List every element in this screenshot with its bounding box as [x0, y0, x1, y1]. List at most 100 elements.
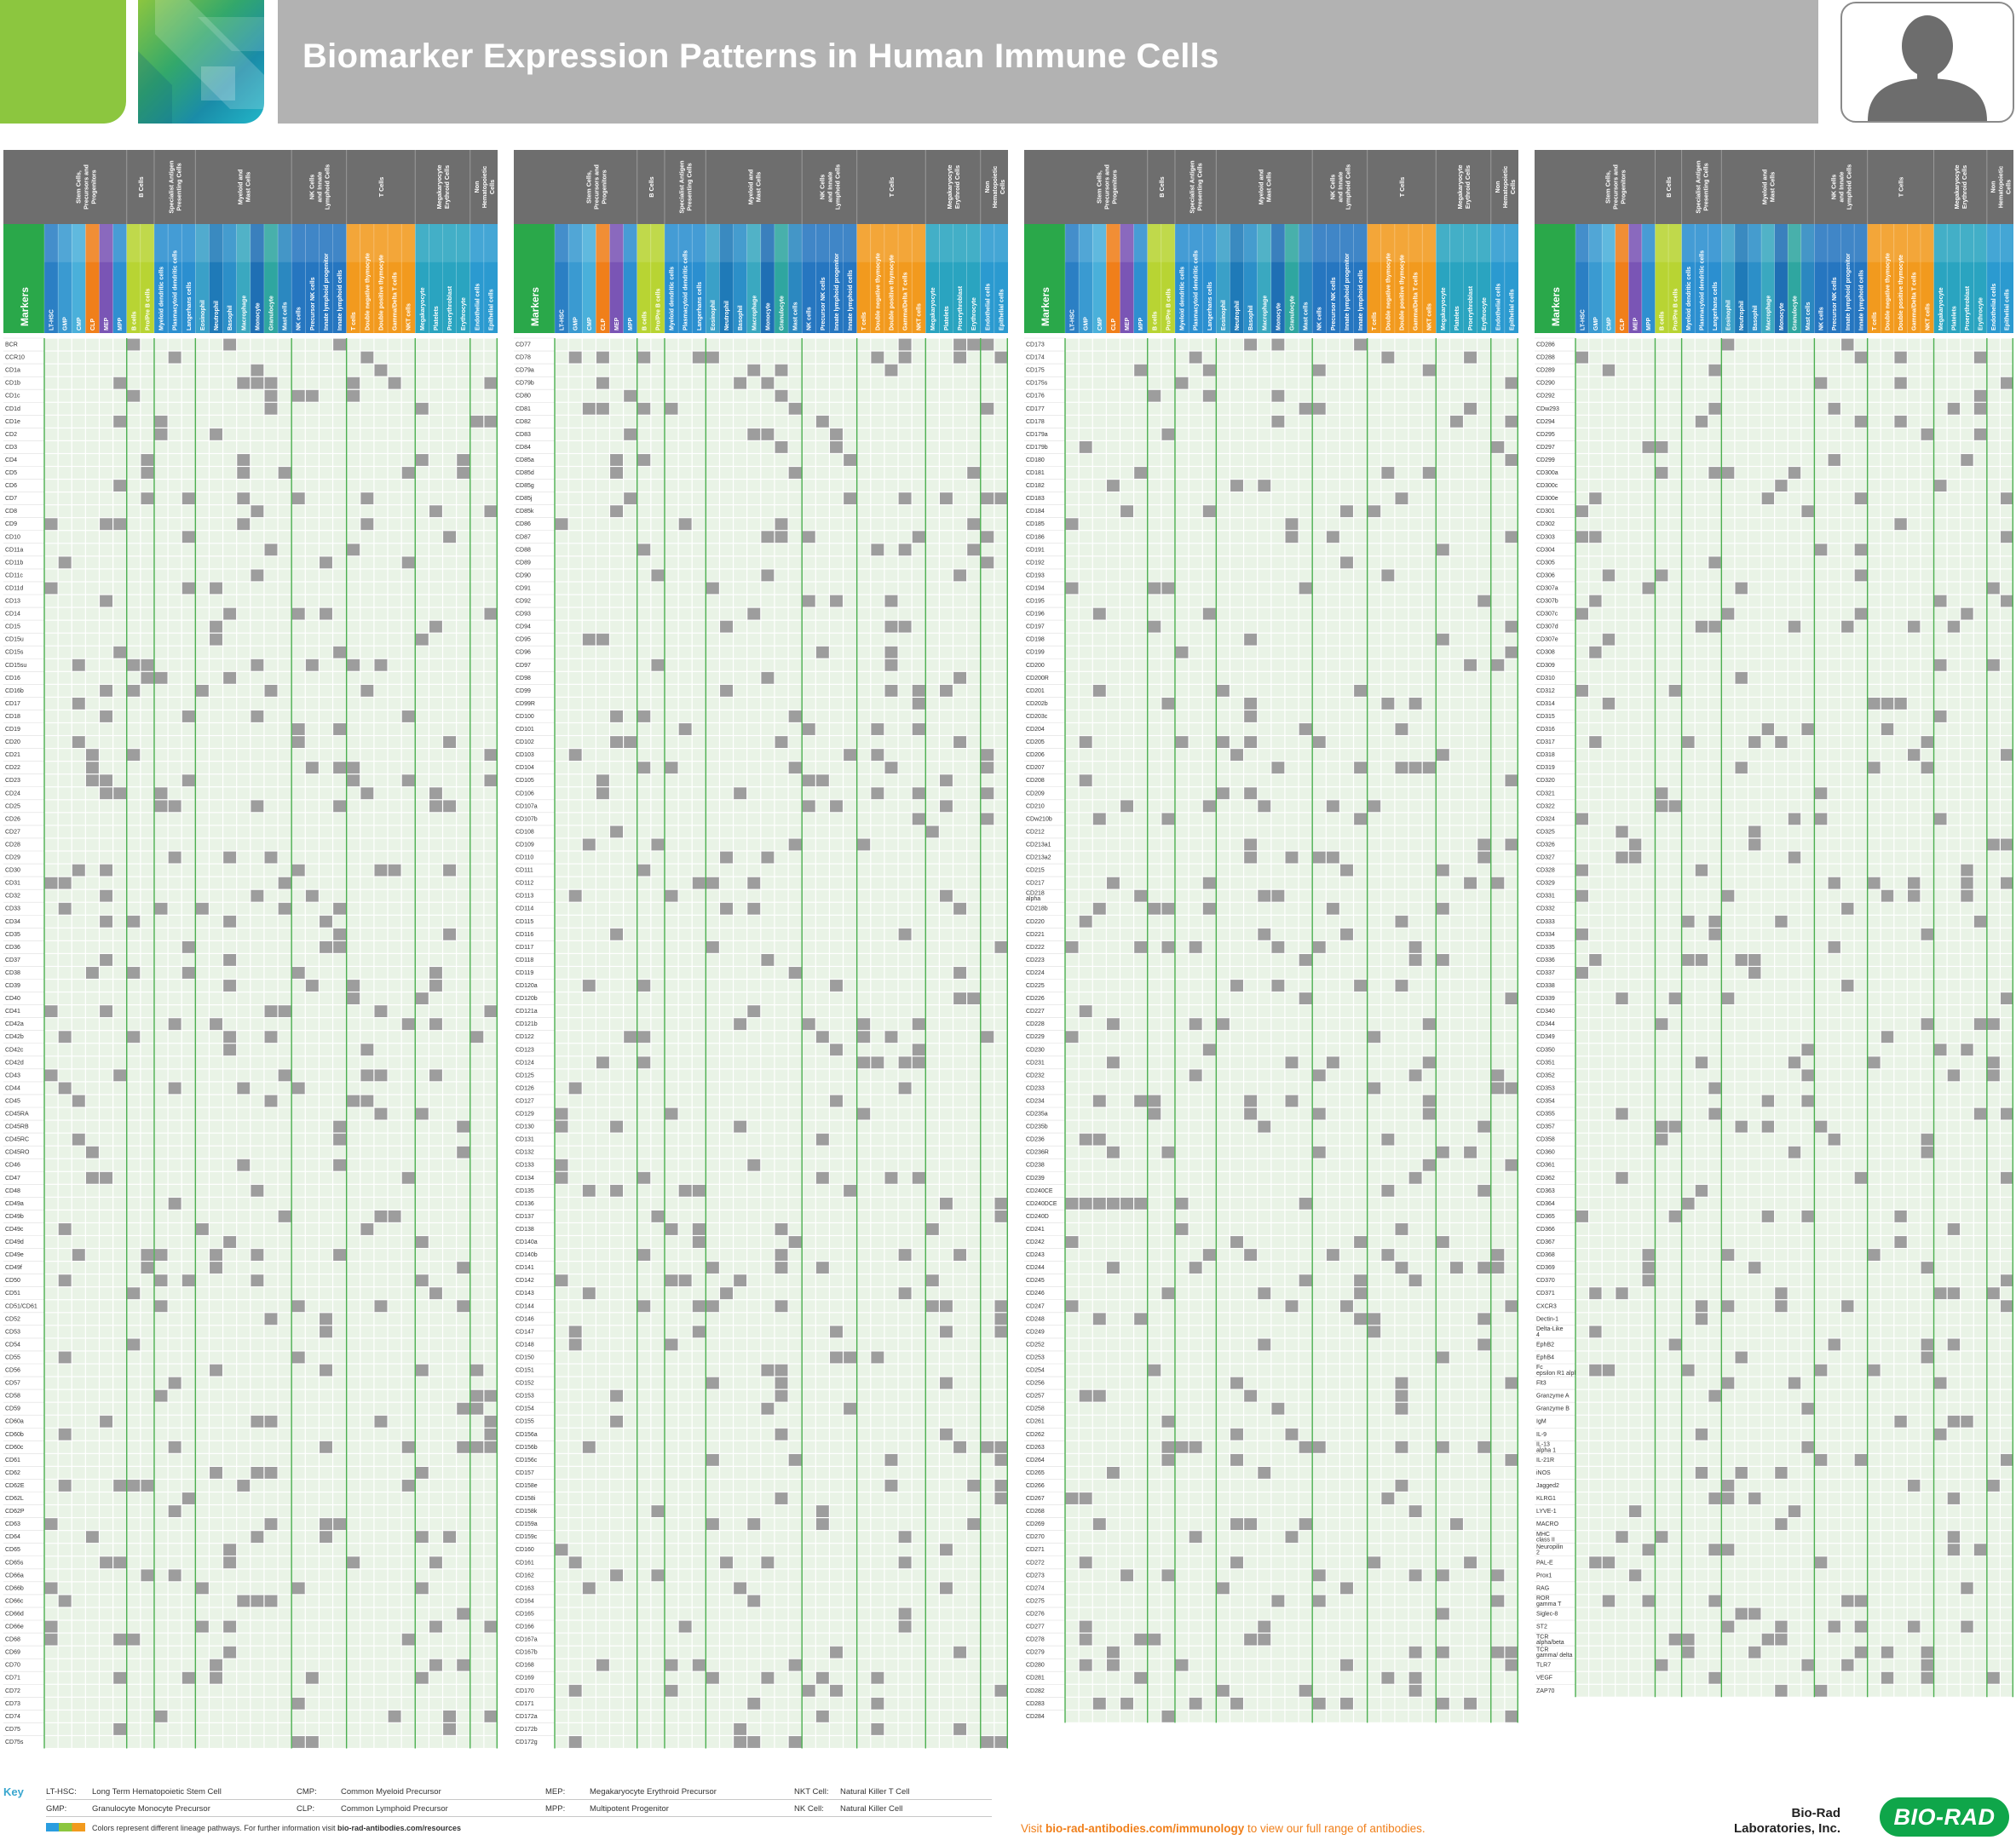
expression-cell: [72, 1544, 85, 1556]
expression-cell: [347, 1133, 360, 1146]
expression-cell: [320, 902, 332, 915]
expression-cell-positive: [223, 1031, 237, 1044]
expression-cell: [223, 364, 237, 377]
expression-cell: [113, 1236, 127, 1248]
expression-cell: [85, 531, 99, 543]
expression-cell: [457, 1044, 470, 1056]
expression-cell: [305, 1171, 319, 1184]
expression-cell: [127, 1531, 141, 1544]
expression-cell: [415, 1684, 429, 1697]
expression-cell: [981, 351, 994, 364]
expression-cell: [692, 480, 706, 492]
expression-cell: [278, 364, 291, 377]
expression-cell: [610, 351, 624, 364]
expression-cell: [443, 1005, 457, 1018]
expression-cell: [388, 1453, 401, 1466]
expression-cell: [251, 774, 264, 787]
expression-cell-positive: [168, 1440, 181, 1453]
expression-cell: [154, 1133, 168, 1146]
group-label: MegakaryocyteErythroid Cells: [946, 165, 961, 210]
expression-cell: [181, 428, 195, 440]
expression-cell: [470, 1223, 484, 1235]
expression-cell: [168, 1300, 181, 1313]
expression-cell: [44, 543, 58, 556]
expression-cell: [305, 1236, 319, 1248]
expression-cell: [388, 1467, 401, 1479]
expression-cell: [347, 1338, 360, 1351]
expression-cell: [237, 684, 251, 697]
expression-cell: [210, 1236, 222, 1248]
expression-cell: [168, 1364, 181, 1377]
expression-cell: [58, 1402, 72, 1415]
expression-cell: [264, 1197, 278, 1210]
expression-cell: [457, 1697, 470, 1710]
expression-cell: [168, 1415, 181, 1428]
expression-cell: [305, 1723, 319, 1735]
expression-cell: [415, 915, 429, 928]
expression-cell: [429, 1146, 442, 1159]
expression-cell: [884, 480, 898, 492]
expression-cell: [58, 1184, 72, 1197]
expression-cell: [388, 762, 401, 774]
expression-cell: [374, 428, 388, 440]
expression-cell: [210, 1480, 222, 1492]
expression-cell: [168, 1428, 181, 1440]
expression-cell: [761, 518, 775, 531]
expression-cell: [333, 1595, 347, 1607]
expression-cell: [470, 543, 484, 556]
expression-cell: [582, 518, 596, 531]
expression-cell: [210, 967, 222, 979]
expression-cell: [181, 864, 195, 877]
marker-panel-2: Stem Cells,Precursors andProgenitors B Ce…: [514, 150, 1008, 1755]
expression-cell: [884, 377, 898, 389]
expression-cell: [844, 480, 857, 492]
expression-cell: [113, 402, 127, 415]
expression-cell: [127, 1223, 141, 1235]
table-row: CD42b: [3, 1030, 498, 1044]
column-header-shade: [802, 224, 816, 262]
expression-cell: [210, 1453, 222, 1466]
expression-cell: [100, 377, 113, 389]
expression-cell: [470, 505, 484, 518]
expression-cell: [443, 556, 457, 569]
column-header-bg: [415, 224, 429, 333]
expression-cell: [72, 1044, 85, 1056]
expression-cell: [44, 1480, 58, 1492]
expression-cell: [401, 954, 415, 966]
expression-cell: [72, 723, 85, 735]
expression-cell: [443, 582, 457, 595]
expression-cell: [127, 1300, 141, 1313]
expression-cell: [443, 1453, 457, 1466]
expression-cell: [141, 1351, 154, 1364]
expression-cell: [374, 1402, 388, 1415]
expression-cell: [347, 1313, 360, 1325]
expression-cell: [278, 1133, 291, 1146]
expression-cell: [347, 889, 360, 902]
expression-cell: [788, 505, 802, 518]
expression-cell: [320, 992, 332, 1004]
expression-cell: [457, 774, 470, 787]
expression-cell-positive: [981, 531, 994, 543]
expression-cell: [401, 1595, 415, 1607]
expression-cell: [415, 825, 429, 838]
expression-cell: [181, 543, 195, 556]
expression-cell-positive: [429, 967, 442, 979]
column-header-label: LT-HSC: [49, 309, 55, 331]
expression-cell: [237, 1107, 251, 1120]
expression-cell-positive: [223, 607, 237, 620]
expression-cell: [582, 351, 596, 364]
expression-cell: [443, 1120, 457, 1133]
expression-cell: [347, 646, 360, 658]
expression-cell: [141, 1531, 154, 1544]
column-header: NKT cells: [400, 224, 416, 333]
expression-cell: [305, 620, 319, 633]
expression-cell: [747, 492, 761, 505]
column-header: B cells: [636, 224, 651, 333]
expression-cell: [210, 415, 222, 428]
marker-label: CD1d: [5, 406, 20, 412]
expression-cell: [291, 1467, 305, 1479]
column-header-label: CLP: [90, 319, 96, 331]
expression-cell: [415, 428, 429, 440]
expression-cell: [347, 1197, 360, 1210]
expression-cell: [678, 364, 692, 377]
